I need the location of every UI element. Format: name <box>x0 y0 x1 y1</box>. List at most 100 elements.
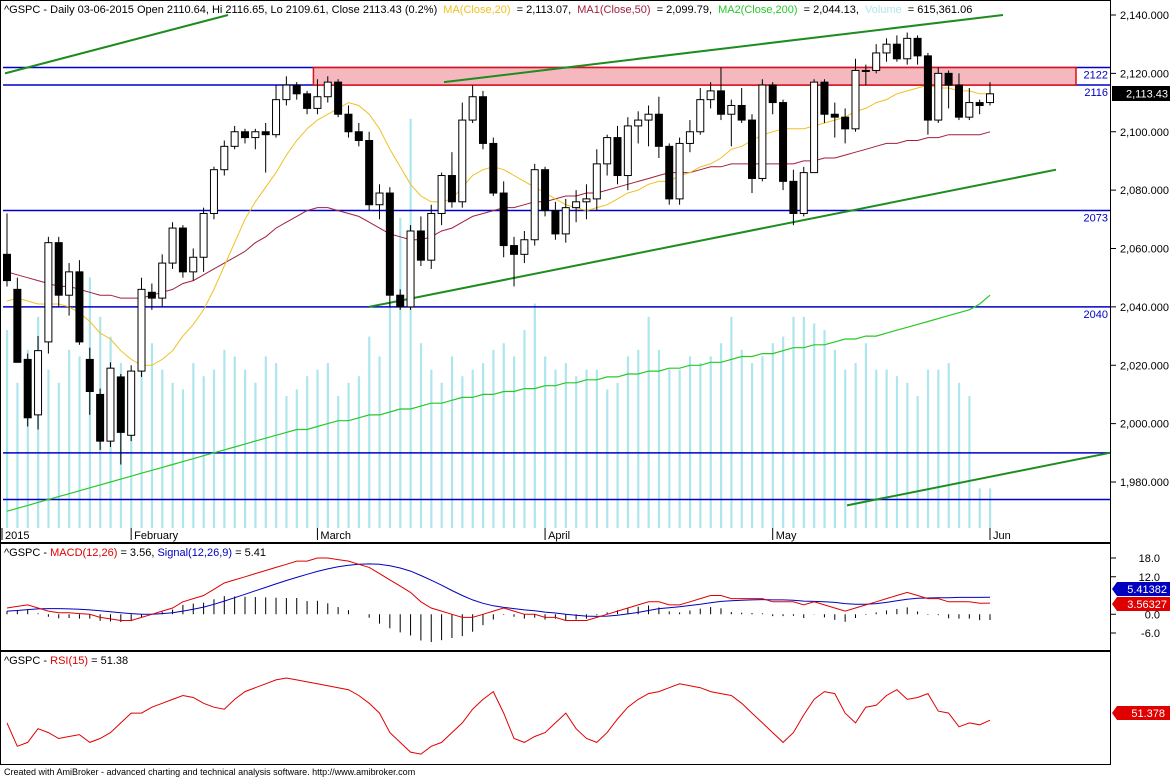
date-label: March <box>320 530 351 542</box>
price-tick-label: 2,020.000 <box>1120 360 1169 372</box>
candle-down <box>654 113 663 147</box>
candle-down <box>944 72 953 86</box>
candle-down <box>716 90 725 115</box>
volume-bar <box>140 356 143 528</box>
candle-up <box>644 113 653 121</box>
macd-panel-frame <box>0 543 1111 651</box>
price-tick-label: 2,120.000 <box>1120 68 1169 80</box>
candle-down <box>147 291 156 299</box>
candle-down <box>613 137 622 177</box>
volume-bar <box>275 363 278 528</box>
volume-bar <box>699 363 702 528</box>
volume-bar <box>947 363 950 528</box>
candle-up <box>623 125 632 177</box>
candle-up <box>872 52 881 71</box>
rsi-tag-text: 51.378 <box>1131 708 1165 720</box>
signal-tag: 5.41382 <box>1112 582 1170 596</box>
volume-bar <box>388 303 392 528</box>
candle-down <box>841 116 850 130</box>
candle-down <box>13 288 22 363</box>
trend-line <box>4 14 229 75</box>
candle-down <box>303 93 312 109</box>
candle-down <box>344 113 353 133</box>
candle-up <box>375 192 384 206</box>
ma50-line <box>6 131 991 299</box>
candle-up <box>251 131 260 139</box>
volume-bar <box>719 343 723 528</box>
ma20-line <box>6 84 990 366</box>
rsi-tag: 51.378 <box>1112 706 1170 720</box>
candle-down <box>975 102 984 106</box>
volume-bar <box>233 356 236 528</box>
volume-bar <box>554 369 557 528</box>
macd-line <box>6 557 991 621</box>
price-tick-label: 1,980.000 <box>1120 477 1169 489</box>
volume-bar <box>264 356 267 528</box>
price-tick-label: 2,040.000 <box>1120 302 1169 314</box>
volume-bar <box>295 389 298 528</box>
volume-bar <box>813 323 816 528</box>
candle-down <box>779 102 788 182</box>
candle-down <box>789 180 798 214</box>
signal-label: Signal(12,26,9) <box>157 547 232 559</box>
ohlc-info: - Daily 03-06-2015 Open 2110.64, Hi 2116… <box>43 4 437 16</box>
candle-up <box>282 84 291 101</box>
volume-bar <box>916 396 919 528</box>
resistance-zone <box>312 66 1077 86</box>
candle-up <box>323 81 332 98</box>
candle-down <box>954 84 963 118</box>
candle-down <box>3 253 11 282</box>
volume-bar <box>368 336 371 528</box>
candle-up <box>34 350 43 416</box>
level-label: 2040 <box>1084 309 1108 321</box>
candle-up <box>696 99 705 133</box>
rsi-line <box>6 677 991 755</box>
signal-value: = 5.41 <box>235 547 266 559</box>
volume-bar <box>471 369 474 528</box>
volume-bar <box>875 369 878 528</box>
candle-up <box>903 37 912 60</box>
volume-bar <box>57 382 60 528</box>
price-tick-label: 2,060.000 <box>1120 244 1169 256</box>
candle-up <box>685 131 694 144</box>
candle-down <box>365 140 374 206</box>
candle-up <box>158 262 167 299</box>
volume-bar <box>481 363 485 528</box>
volume-bar <box>957 382 961 528</box>
ma50-value: = 2,099.79, <box>657 4 712 16</box>
candle-up <box>168 227 177 264</box>
candle-down <box>499 192 508 247</box>
level-label: 2122 <box>1084 70 1108 82</box>
candle-down <box>737 104 746 121</box>
candle-down <box>768 84 777 104</box>
volume-bar <box>68 349 71 528</box>
candle-down <box>240 131 249 139</box>
macd-tag-text: 3.56327 <box>1127 599 1167 611</box>
price-panel: 1,980.000 2,000.000 2,020.000 2,040.000 2,06… <box>0 0 1170 543</box>
volume-bar <box>968 396 971 528</box>
candle-up <box>272 99 281 136</box>
rsi-panel-frame <box>0 651 1111 765</box>
volume-bar <box>854 363 857 528</box>
volume-bar <box>409 118 412 529</box>
volume-bar <box>761 356 764 528</box>
date-label: May <box>776 530 797 542</box>
candle-up <box>65 271 74 296</box>
price-tag: 2,113.43 <box>1112 86 1170 101</box>
level-label: 2073 <box>1084 213 1108 225</box>
macd-tick-label: 12.0 <box>1139 572 1160 584</box>
rsi-panel: ^GSPC - RSI(15) = 51.38 51.378 <box>0 651 1170 765</box>
candle-down <box>396 294 405 308</box>
volume-bar <box>792 316 795 528</box>
level-label: 2116 <box>1084 87 1108 99</box>
candle-down <box>820 81 829 115</box>
moving-averages <box>6 84 991 512</box>
volume-bar <box>844 369 847 528</box>
candle-up <box>313 96 322 109</box>
volume-bar <box>26 349 29 528</box>
price-panel-header: ^GSPC - Daily 03-06-2015 Open 2110.64, H… <box>4 4 972 16</box>
candle-down <box>292 84 301 95</box>
volume-bar <box>688 356 692 528</box>
candle-up <box>468 96 477 121</box>
